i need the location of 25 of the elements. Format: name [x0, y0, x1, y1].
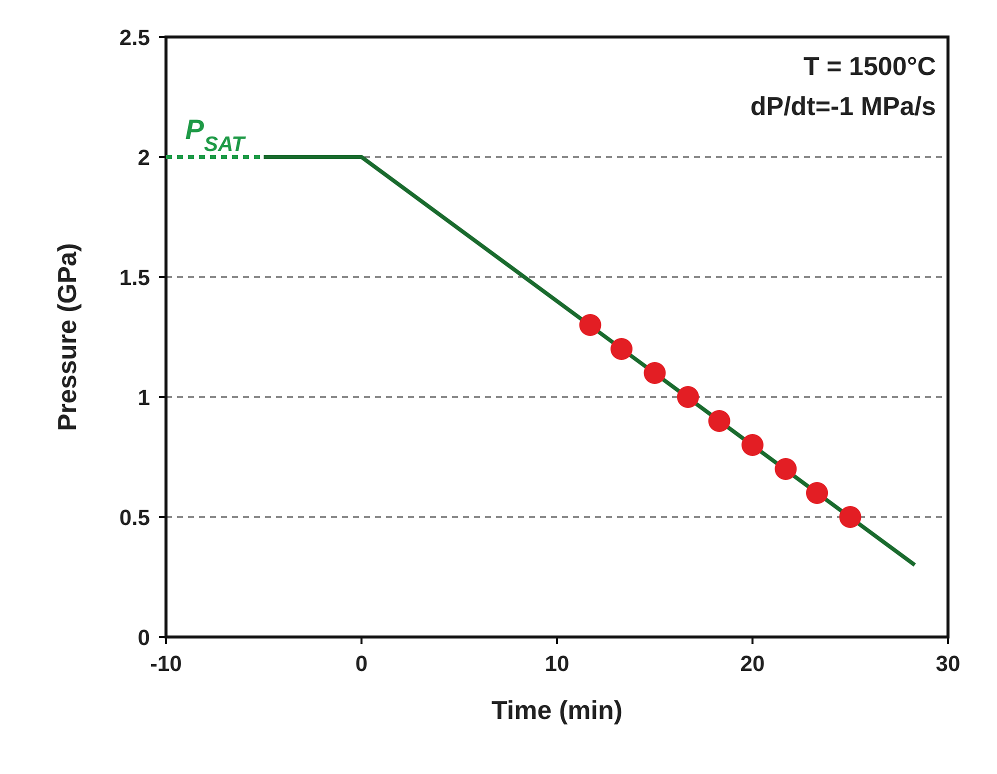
y-tick-label: 1.5	[119, 265, 150, 290]
point	[644, 362, 666, 384]
x-tick-label: 0	[355, 651, 368, 676]
annotation: P$_{SAT}$	[185, 114, 247, 156]
point	[806, 482, 828, 504]
y-tick-label: 2.5	[119, 25, 150, 50]
point	[610, 338, 633, 360]
y-tick-label: 0.5	[119, 505, 150, 530]
x-axis-title: Time (min)	[492, 695, 622, 725]
annotation: dP/dt=-1 MPa/s	[750, 91, 936, 121]
y-axis-title: Pressure (GPa)	[52, 243, 82, 431]
point	[708, 410, 730, 432]
point	[742, 434, 764, 456]
y-tick-label: 2	[138, 145, 150, 170]
point	[676, 386, 699, 408]
annotation: T = 1500°C	[803, 51, 936, 81]
point	[774, 458, 797, 480]
point	[579, 314, 602, 336]
y-tick-label: 0	[138, 625, 150, 650]
x-tick-label: 10	[544, 651, 570, 676]
x-tick-label: -10	[150, 651, 182, 676]
x-tick-label: 20	[740, 651, 765, 676]
point	[839, 506, 862, 528]
x-tick-label: 30	[936, 651, 960, 676]
y-tick-label: 1	[138, 385, 150, 410]
